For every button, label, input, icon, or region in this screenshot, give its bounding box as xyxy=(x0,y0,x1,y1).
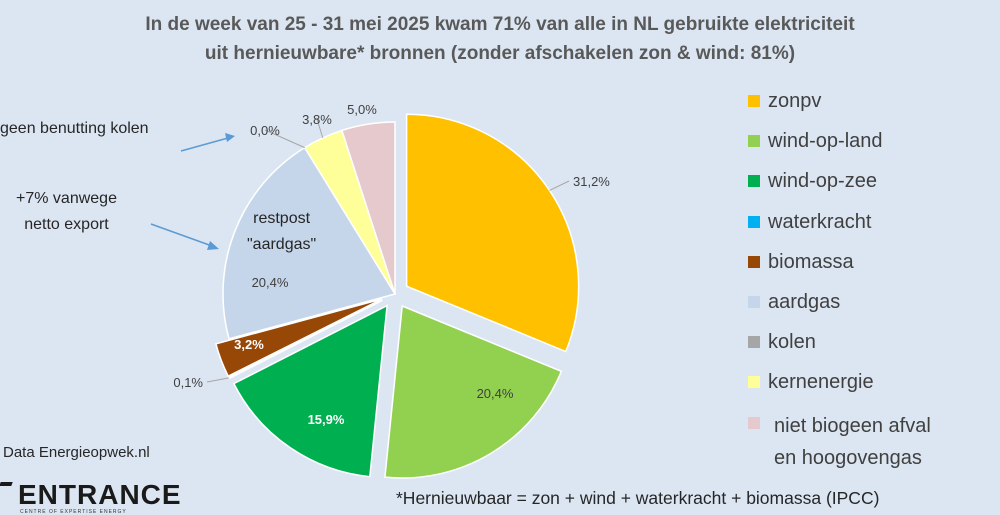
legend-label: wind-op-land xyxy=(768,130,883,153)
slice-zonpv-label: 31,2% xyxy=(573,174,610,189)
legend-swatch xyxy=(748,416,760,429)
coal-arrow xyxy=(180,137,229,152)
slice-waterkracht-label: 0,1% xyxy=(173,375,203,390)
legend-label: wind-op-zee xyxy=(768,170,877,193)
slice-niet-biogeen-afval-en-hoogovengas-label: 5,0% xyxy=(347,102,377,117)
slice-zonpv xyxy=(405,113,580,353)
legend-swatch xyxy=(748,175,760,188)
slice-wind-op-land-label: 20,4% xyxy=(477,386,514,401)
data-source: Data Energieopwek.nl xyxy=(3,444,150,461)
slice-kolen-label: 0,0% xyxy=(250,123,280,138)
slice-kernenergie-label: 3,8% xyxy=(302,112,332,127)
slice-aardgas xyxy=(222,146,397,340)
legend-swatch xyxy=(748,295,760,308)
slice-biomassa-label: 3,2% xyxy=(234,337,264,352)
title-line-1: In de week van 25 - 31 mei 2025 kwam 71%… xyxy=(145,14,855,35)
legend-swatch xyxy=(748,376,760,389)
legend-swatch xyxy=(748,336,760,349)
logo-mark xyxy=(0,482,13,486)
slice-wind-op-land xyxy=(384,304,563,479)
legend-label: biomassa xyxy=(768,250,854,273)
footnote: *Hernieuwbaar = zon + wind + waterkracht… xyxy=(396,488,880,508)
legend-label: aardgas xyxy=(768,290,841,313)
annotation-gas: restpost "aardgas" xyxy=(247,206,316,258)
slice-aardgas-label: 20,4% xyxy=(252,275,289,290)
export-arrowhead xyxy=(207,241,219,250)
legend-label: waterkracht xyxy=(768,210,872,233)
legend-label: zonpv xyxy=(768,90,822,112)
entrance-logo: ENTRANCE CENTRE OF EXPERTISE ENERGY xyxy=(0,478,200,515)
annotation-gas-line2: "aardgas" xyxy=(247,236,317,253)
title-line-2: uit hernieuwbare* bronnen (zonder afscha… xyxy=(204,43,796,64)
slice-wind-op-zee-label: 15,9% xyxy=(308,412,345,427)
logo-tagline: CENTRE OF EXPERTISE ENERGY xyxy=(20,509,127,515)
slice-niet-biogeen-afval-en-hoogovengas xyxy=(340,121,396,295)
legend-label: kernenergie xyxy=(768,371,874,394)
chart-title: In de week van 25 - 31 mei 2025 kwam 71%… xyxy=(0,10,1000,68)
slice-kernenergie-leader xyxy=(316,118,324,139)
legend-swatch xyxy=(748,215,760,228)
slice-wind-op-zee xyxy=(232,304,388,478)
annotation-export-line1: +7% vanwege xyxy=(16,190,117,207)
legend-label: kolen xyxy=(768,331,816,354)
legend-label: niet biogeen afval en hoogovengas xyxy=(774,414,931,469)
annotation-coal: geen benutting kolen xyxy=(0,120,149,137)
legend-swatch xyxy=(748,255,760,268)
annotation-export-line2: netto export xyxy=(24,216,109,233)
annotation-gas-line1: restpost xyxy=(253,210,311,227)
logo-name: ENTRANCE xyxy=(18,479,182,510)
slice-kolen-leader xyxy=(264,129,305,149)
annotation-export: +7% vanwege netto export xyxy=(16,186,117,238)
slice-waterkracht-leader xyxy=(206,377,230,383)
legend-swatch xyxy=(748,95,760,107)
coal-arrowhead xyxy=(225,133,235,142)
slice-zonpv-leader xyxy=(549,180,570,191)
export-arrow xyxy=(150,223,213,247)
slice-biomassa xyxy=(214,298,383,378)
legend-swatch xyxy=(748,135,760,148)
